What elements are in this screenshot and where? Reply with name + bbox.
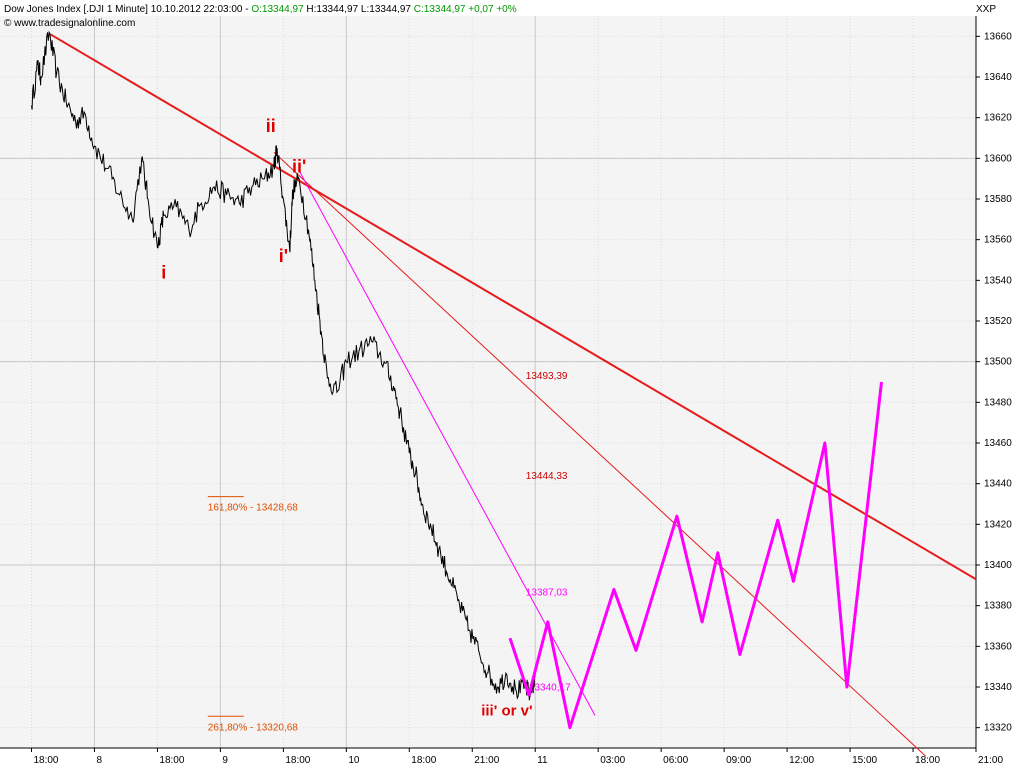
x-tick-label: 12:00 (789, 755, 814, 766)
copyright-icon: © (4, 18, 12, 29)
y-tick-label: 13340 (984, 682, 1012, 693)
y-tick-label: 13440 (984, 479, 1012, 490)
price-series (31, 30, 536, 701)
x-tick-label: 21:00 (978, 755, 1003, 766)
x-tick-label: 10 (348, 755, 360, 766)
symbol-label: XXP (975, 4, 996, 15)
y-tick-label: 13640 (984, 72, 1012, 83)
x-tick-label: 8 (96, 755, 102, 766)
price-level-label: 13493,39 (526, 371, 568, 382)
y-tick-label: 13480 (984, 397, 1012, 408)
y-tick-label: 13620 (984, 113, 1012, 124)
price-level-label: 13340,17 (529, 683, 571, 694)
y-tick-label: 13520 (984, 316, 1012, 327)
x-tick-label: 15:00 (852, 755, 877, 766)
x-tick-label: 18:00 (285, 755, 310, 766)
x-tick-label: 18:00 (33, 755, 58, 766)
price-level-label: 13387,03 (526, 587, 568, 598)
y-tick-label: 13420 (984, 519, 1012, 530)
x-tick-label: 03:00 (600, 755, 625, 766)
x-tick-label: 06:00 (663, 755, 688, 766)
y-tick-label: 13360 (984, 641, 1012, 652)
y-tick-label: 13580 (984, 194, 1012, 205)
ohlc-open: O:13344,97 (251, 4, 304, 15)
ohlc-low: L:13344,97 (360, 4, 411, 15)
x-tick-label: 09:00 (726, 755, 751, 766)
wave-label: i' (279, 246, 288, 266)
source-line: © www.tradesignalonline.com (4, 18, 135, 29)
wave-label: i (161, 262, 166, 282)
source-url: www.tradesignalonline.com (14, 18, 136, 29)
y-tick-label: 13660 (984, 31, 1012, 42)
chart-header: Dow Jones Index [.DJI 1 Minute] 10.10.20… (4, 4, 517, 15)
fib-label: 261,80% - 13320,68 (208, 722, 299, 733)
trendline-2 (273, 151, 926, 757)
y-tick-label: 13400 (984, 560, 1012, 571)
fib-label: 161,80% - 13428,68 (208, 503, 299, 514)
ohlc-close: C:13344,97 +0,07 +0% (413, 4, 517, 15)
x-tick-label: 9 (222, 755, 228, 766)
header-title: Dow Jones Index [.DJI 1 Minute] 10.10.20… (4, 4, 252, 15)
x-tick-label: 18:00 (159, 755, 184, 766)
x-tick-label: 18:00 (915, 755, 940, 766)
y-tick-label: 13320 (984, 723, 1012, 734)
y-tick-label: 13540 (984, 275, 1012, 286)
wave-label: ii (266, 116, 276, 136)
wave-label: ii' (292, 157, 306, 177)
x-tick-label: 18:00 (411, 755, 436, 766)
trendline-1 (49, 33, 977, 581)
y-tick-label: 13380 (984, 601, 1012, 612)
x-tick-label: 21:00 (474, 755, 499, 766)
x-tick-label: 11 (537, 755, 548, 766)
ohlc-high: H:13344,97 (306, 4, 359, 15)
y-tick-label: 13560 (984, 235, 1012, 246)
price-level-label: 13444,33 (526, 471, 568, 482)
y-tick-label: 13500 (984, 357, 1012, 368)
projection-series (508, 381, 883, 730)
y-tick-label: 13600 (984, 153, 1012, 164)
wave-label: iii' or v' (481, 702, 532, 719)
y-tick-label: 13460 (984, 438, 1012, 449)
plot-area (0, 16, 976, 748)
